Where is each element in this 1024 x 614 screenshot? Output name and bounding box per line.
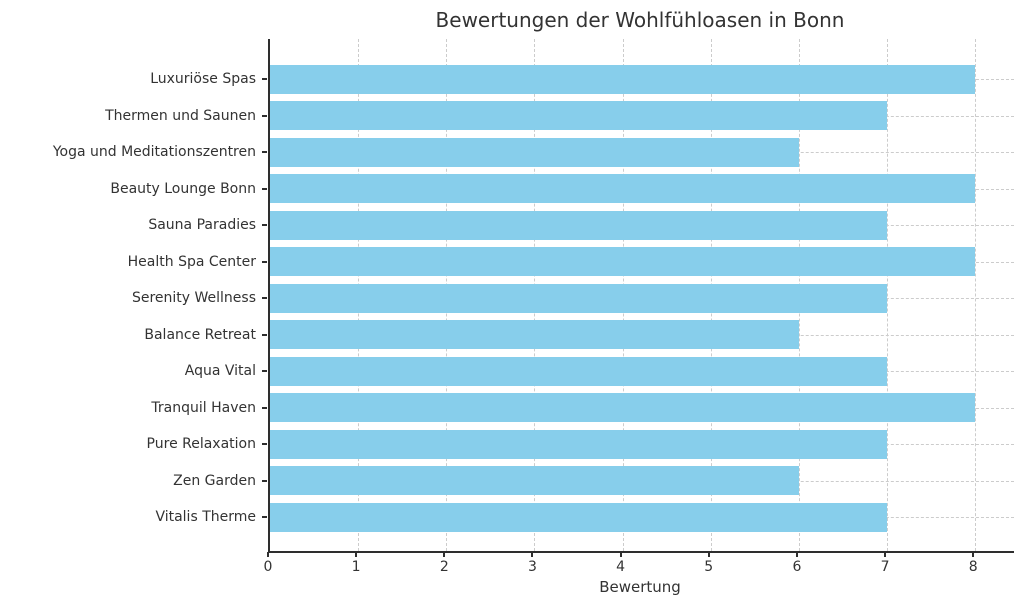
y-tick-label: Beauty Lounge Bonn <box>110 180 256 197</box>
x-tick-mark <box>355 552 358 557</box>
bar <box>270 320 799 349</box>
bar <box>270 101 888 130</box>
x-tick-mark <box>707 552 710 557</box>
y-tick-mark <box>262 224 267 226</box>
plot-area <box>268 39 1014 553</box>
x-tick-mark <box>443 552 446 557</box>
bar <box>270 247 976 276</box>
x-tick-label: 1 <box>351 559 361 575</box>
x-tick-label: 2 <box>439 559 449 575</box>
bar <box>270 210 888 240</box>
x-tick-label: 5 <box>704 559 714 575</box>
y-tick-mark <box>262 260 267 263</box>
x-tick-mark <box>795 552 798 557</box>
y-tick-label: Balance Retreat <box>144 326 256 343</box>
y-tick-mark <box>262 78 267 80</box>
y-tick-label: Thermen und Saunen <box>105 107 256 124</box>
grid-line-vertical <box>975 39 977 551</box>
x-tick-mark <box>972 552 975 557</box>
x-tick-mark <box>884 552 887 557</box>
y-tick-label: Pure Relaxation <box>146 436 256 452</box>
y-tick-label: Health Spa Center <box>127 253 256 270</box>
y-tick-label: Sauna Paradies <box>148 217 256 233</box>
y-tick-label: Luxuriöse Spas <box>150 71 256 87</box>
bar <box>270 64 976 94</box>
y-tick-label: Aqua Vital <box>184 363 256 379</box>
x-tick-mark <box>619 552 622 557</box>
y-tick-mark <box>262 333 267 336</box>
x-axis-label: Bewertung <box>599 578 681 596</box>
y-tick-mark <box>262 443 267 445</box>
chart-title: Bewertungen der Wohlfühloasen in Bonn <box>435 8 845 32</box>
bar <box>270 429 888 459</box>
x-tick-label: 7 <box>880 559 890 575</box>
y-tick-label: Vitalis Therme <box>155 509 256 525</box>
bar <box>270 393 976 422</box>
grid-line-vertical <box>887 39 889 551</box>
bar <box>270 466 799 495</box>
y-tick-mark <box>262 297 267 299</box>
bar <box>270 137 799 167</box>
y-tick-label: Serenity Wellness <box>131 290 256 306</box>
x-tick-label: 4 <box>616 559 626 575</box>
y-tick-mark <box>262 370 267 372</box>
y-tick-mark <box>262 516 267 518</box>
x-tick-label: 6 <box>792 559 802 575</box>
y-tick-label: Yoga und Meditationszentren <box>52 144 256 160</box>
x-tick-mark <box>267 552 269 557</box>
bar <box>270 356 888 386</box>
y-tick-mark <box>262 479 267 482</box>
y-tick-mark <box>262 114 267 117</box>
x-tick-mark <box>531 552 534 557</box>
y-tick-label: Zen Garden <box>173 472 256 489</box>
bar <box>270 283 888 313</box>
y-tick-mark <box>262 151 267 153</box>
bar <box>270 502 888 532</box>
x-tick-label: 3 <box>527 559 537 575</box>
x-tick-label: 0 <box>263 559 273 575</box>
bar <box>270 174 976 203</box>
y-tick-label: Tranquil Haven <box>151 399 256 416</box>
y-tick-mark <box>262 187 267 190</box>
x-tick-label: 8 <box>968 559 978 575</box>
y-tick-mark <box>262 406 267 409</box>
